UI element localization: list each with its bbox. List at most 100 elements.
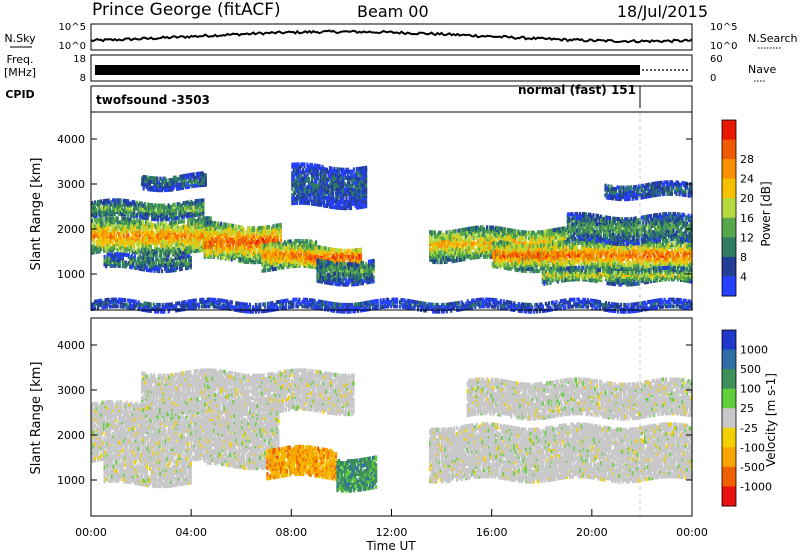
data-cell (202, 198, 204, 202)
data-cell (461, 236, 463, 240)
data-cell (473, 246, 475, 250)
freq-label-line2: [MHz] (4, 66, 36, 79)
data-cell (373, 279, 375, 283)
data-cell (315, 240, 317, 244)
data-cell (306, 239, 308, 243)
data-cell (360, 256, 362, 260)
noise-tick-right-bottom: 10^0 (710, 41, 737, 52)
data-cell (315, 180, 317, 184)
data-cell (156, 177, 158, 181)
data-cell (434, 231, 436, 235)
cpid-panel: twofsound -3503 normal (fast) 151 (91, 83, 692, 112)
data-cell (446, 230, 448, 234)
data-cell (280, 239, 282, 243)
beam-label: Beam 00 (357, 2, 429, 21)
data-cell (344, 262, 346, 266)
data-cell (138, 245, 140, 249)
data-cell (174, 203, 176, 207)
freq-label-line1: Freq. (6, 53, 33, 66)
data-cell (183, 219, 185, 223)
data-cell (193, 172, 195, 176)
data-cell (353, 167, 355, 171)
data-cell (120, 198, 122, 202)
freq-bar (95, 65, 640, 75)
data-cell (185, 259, 187, 263)
data-cell (280, 223, 282, 227)
data-cell (303, 162, 305, 166)
noise-tick-right-top: 10^5 (710, 22, 737, 33)
data-cell (235, 224, 237, 228)
data-cell (134, 254, 136, 258)
data-cell (220, 222, 222, 226)
data-cell (205, 179, 207, 183)
cpid-left-text: twofsound -3503 (96, 93, 210, 107)
data-cell (150, 245, 152, 249)
data-cell (291, 187, 293, 191)
data-cell (254, 250, 256, 254)
data-cell (350, 206, 352, 210)
data-cell (268, 225, 270, 229)
data-cell (115, 234, 117, 238)
data-cell (365, 166, 367, 170)
freq-tick-left-top: 18 (73, 54, 86, 65)
frequency-panel: 18 8 60 0 (73, 54, 722, 84)
data-cell (210, 216, 212, 220)
data-cell (217, 255, 219, 259)
data-cell (160, 253, 162, 257)
noise-sky-line (91, 31, 692, 43)
nave-label: Nave (748, 63, 776, 76)
data-cell (365, 184, 367, 188)
station-title: Prince George (fitACF) (92, 0, 281, 20)
data-cell (365, 174, 367, 178)
data-cell (208, 245, 210, 249)
data-cell (156, 253, 158, 257)
data-cell (142, 220, 144, 224)
data-cell (127, 233, 129, 237)
data-cell (272, 224, 274, 228)
freq-tick-right-top: 60 (710, 54, 723, 65)
cpid-label: CPID (5, 88, 34, 101)
freq-tick-right-bottom: 0 (710, 73, 716, 84)
data-cell (190, 264, 192, 268)
data-cell (264, 268, 266, 272)
data-cell (165, 178, 167, 182)
data-cell (253, 226, 255, 230)
data-cell (365, 200, 367, 204)
data-cell (373, 259, 375, 263)
data-cell (486, 225, 488, 229)
data-cell (514, 239, 516, 243)
date-label: 18/Jul/2015 (617, 2, 708, 21)
noise-tick-left-bottom: 10^0 (59, 41, 86, 52)
data-cell (155, 261, 157, 265)
data-cell (324, 174, 326, 178)
data-cell (362, 261, 364, 265)
data-cell (243, 228, 245, 232)
data-cell (117, 216, 119, 220)
nsky-label: N.Sky (4, 32, 36, 45)
data-cell (336, 262, 338, 266)
nsearch-label: N.Search (748, 32, 798, 45)
data-cell (296, 201, 298, 205)
data-cell (190, 256, 192, 260)
data-cell (176, 266, 178, 270)
data-cell (202, 202, 204, 206)
data-cell (153, 231, 155, 235)
data-cell (437, 260, 439, 264)
data-cell (119, 262, 121, 266)
data-cell (280, 229, 282, 233)
data-cell (152, 257, 154, 261)
noise-panel: 10^5 10^0 10^5 10^0 (59, 22, 738, 52)
data-cell (360, 248, 362, 252)
data-cell (211, 247, 213, 251)
noise-tick-left-top: 10^5 (59, 22, 86, 33)
data-cell (161, 269, 163, 273)
data-cell (205, 173, 207, 177)
data-cell (340, 249, 342, 253)
data-cell (175, 210, 177, 214)
data-cell (181, 267, 183, 271)
data-cell (144, 202, 146, 206)
data-cell (373, 275, 375, 279)
data-cell (455, 229, 457, 233)
